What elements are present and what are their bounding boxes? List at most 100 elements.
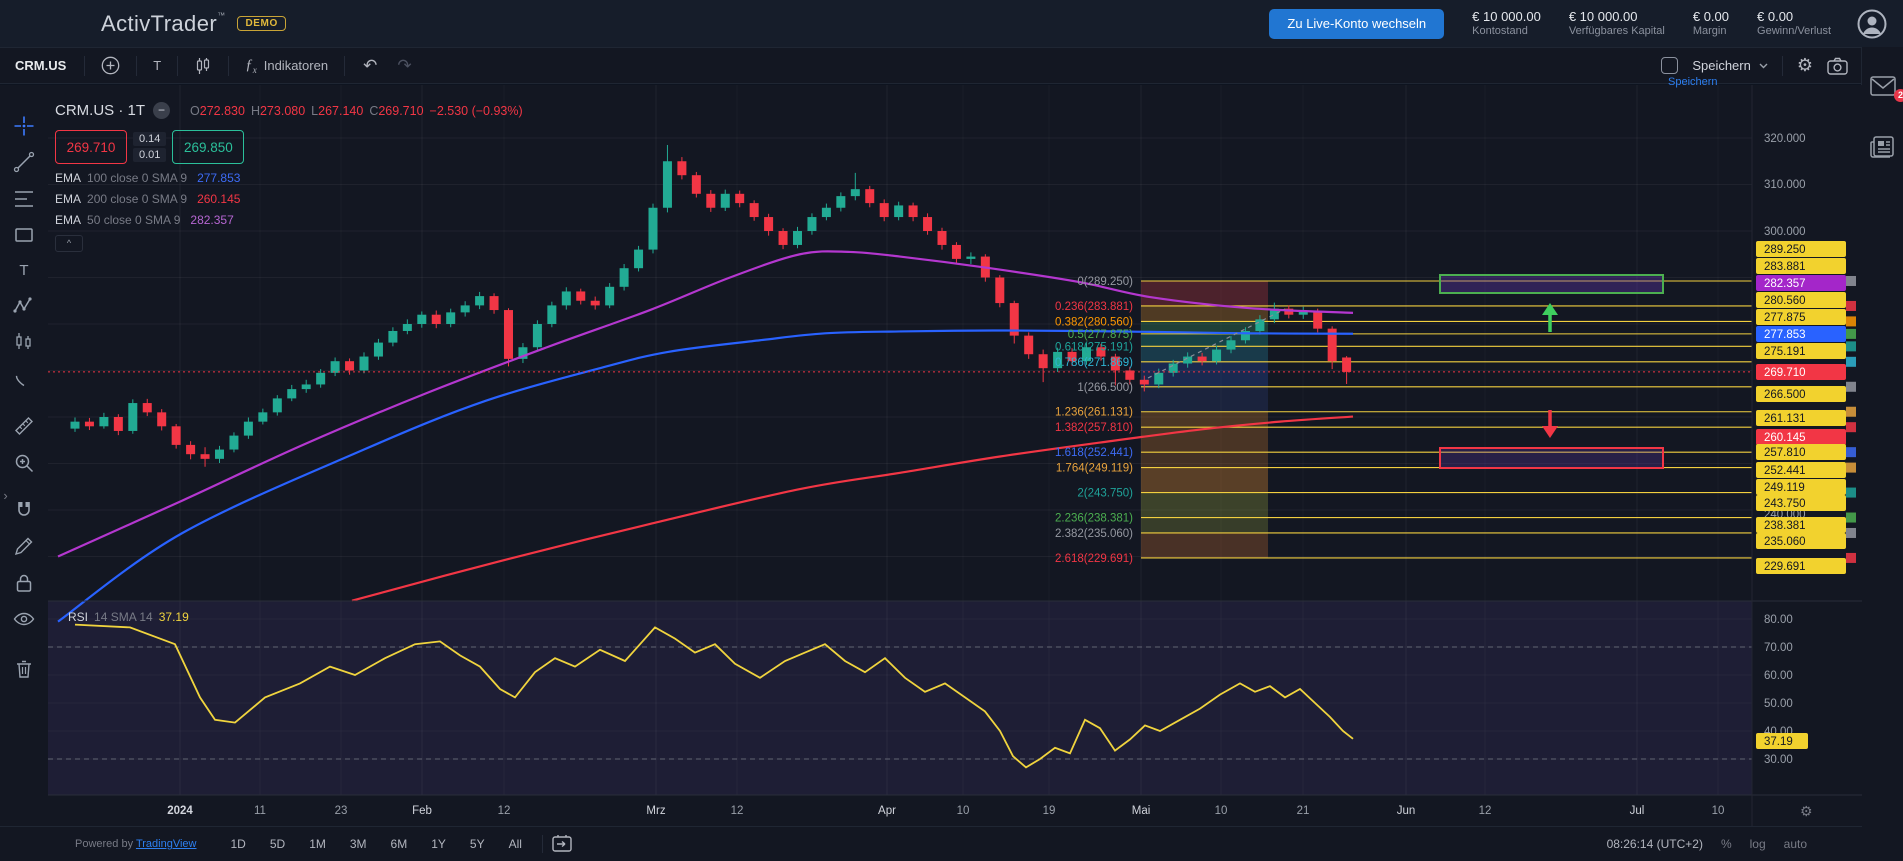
time-tick: 12 [1479,805,1492,817]
save-button[interactable]: Speichern [1692,58,1768,73]
settings-gear-icon[interactable]: ⚙ [1796,55,1813,75]
price-zone-box[interactable] [1439,274,1664,294]
time-tick: Mrz [646,805,665,817]
price-badge [1756,558,1846,574]
user-avatar-icon[interactable] [1857,9,1887,39]
ema-line[interactable] [57,329,1354,623]
clock[interactable]: 08:26:14 (UTC+2) [1606,837,1703,851]
tool-lock[interactable] [12,571,36,595]
sell-button[interactable]: 269.710 [55,130,127,164]
interval-button[interactable]: T [153,58,162,73]
fib-label: 0.5(277.875) [1068,329,1133,341]
range-all[interactable]: All [508,837,522,851]
indicator-row-ema100[interactable]: EMA 100 close 0 SMA 9 277.853 [55,171,241,185]
news-icon [1870,136,1894,158]
svg-text:60.00: 60.00 [1764,670,1793,682]
symbol-button[interactable]: CRM.US [15,58,67,73]
tool-zoom-in[interactable] [12,451,36,475]
tool-eye[interactable] [12,607,36,631]
price-badge [1756,258,1846,274]
price-badge [1756,309,1846,325]
ema-line[interactable] [351,415,1354,602]
price-badge [1756,410,1846,426]
chart-canvas[interactable]: 0(289.250)0.236(283.881)0.382(280.560)0.… [48,85,1862,826]
tool-forecast[interactable] [12,330,36,354]
undo-button[interactable]: ↶ [363,55,378,75]
tradingview-link[interactable]: TradingView [135,838,197,850]
save-checkbox[interactable] [1661,57,1679,74]
range-5y[interactable]: 5Y [469,837,485,851]
switch-to-live-button[interactable]: Zu Live-Konto wechseln [1269,8,1445,39]
range-6m[interactable]: 6M [390,837,408,851]
auto-scale-toggle[interactable]: auto [1783,837,1807,851]
panel-expander[interactable]: › [3,488,8,503]
indicators-button[interactable]: ƒx Indikatoren [245,56,329,75]
price-zone-box[interactable] [1439,447,1664,469]
price-badge [1756,444,1846,460]
go-to-date-icon[interactable] [551,835,573,853]
time-tick: 10 [1215,805,1228,817]
price-badge [1756,495,1846,511]
svg-text:37.19: 37.19 [1764,736,1793,748]
tool-rectangle[interactable] [12,223,36,247]
fib-label: 1.236(261.131) [1055,407,1133,419]
pattern-icon [13,297,32,313]
legend-collapse-button[interactable]: − [153,102,171,119]
percent-scale-toggle[interactable]: % [1720,837,1732,851]
fib-label: 1(266.500) [1077,382,1133,394]
indicator-row-ema50[interactable]: EMA 50 close 0 SMA 9 282.357 [55,213,234,227]
price-axis[interactable]: 320.000310.000300.000240.000289.250283.8… [1756,133,1846,766]
time-tick: 2024 [167,805,193,817]
compare-add-button[interactable] [85,56,136,75]
fib-label: 0.618(275.191) [1055,341,1133,353]
range-5d[interactable]: 5D [269,837,286,851]
ema-line[interactable] [57,250,1354,558]
indicator-row-ema200[interactable]: EMA 200 close 0 SMA 9 260.145 [55,192,241,206]
range-1y[interactable]: 1Y [431,837,446,851]
log-scale-toggle[interactable]: log [1749,837,1766,851]
rsi-pane[interactable] [48,601,1752,795]
svg-text:243.750: 243.750 [1764,498,1806,510]
camera-icon[interactable] [1827,57,1848,75]
tool-emoji[interactable] [12,366,36,390]
news-button[interactable] [1870,135,1896,161]
tool-trash[interactable] [12,657,36,681]
app-header: ActivTrader™ DEMO Zu Live-Konto wechseln… [0,0,1903,47]
rsi-indicator-row[interactable]: RSI 14 SMA 14 37.19 [68,610,189,624]
legend-symbol[interactable]: CRM.US · 1T [55,102,146,119]
range-1m[interactable]: 1M [309,837,326,851]
tool-magnet[interactable] [12,499,36,523]
tool-trend-line[interactable] [12,150,36,174]
chart-type-button[interactable] [178,57,228,75]
svg-text:249.119: 249.119 [1764,482,1805,494]
legend-minimize-button[interactable]: ^ [55,235,83,252]
axis-settings-gear-icon[interactable]: ⚙ [1800,803,1813,819]
tool-fib-lines[interactable] [12,187,36,211]
mail-button[interactable]: 2 [1870,75,1903,102]
time-tick: 12 [731,805,744,817]
rsi-line[interactable] [74,623,1354,769]
time-axis[interactable]: 2024 11 23 Feb 12 Mrz 12 Apr 10 19 Mai 10 21 Jun 12 Jul… [167,803,1812,819]
buy-button[interactable]: 269.850 [172,130,245,164]
tool-pattern[interactable] [12,294,36,318]
tool-ruler[interactable] [12,414,36,438]
fx-icon: ƒx [245,56,257,75]
tool-crosshair[interactable] [12,114,36,138]
rsi-badge [1756,733,1808,749]
redo-button[interactable]: ↷ [397,55,412,75]
fib-label: 2.618(229.691) [1055,553,1133,565]
mail-icon [1870,76,1896,96]
time-tick: 21 [1297,805,1310,817]
tool-pencil[interactable] [12,534,36,558]
zoom-in-icon [15,454,34,473]
price-badge [1756,533,1846,549]
trend-line-drawing[interactable] [1147,308,1286,379]
stat-margin: € 0.00 Margin [1692,8,1730,37]
trash-icon [17,660,31,678]
fib-label: 0.236(283.881) [1055,301,1133,313]
candlestick-series[interactable] [70,144,1352,467]
fib-label: 2(243.750) [1077,488,1133,500]
tool-text-tool[interactable]: T [12,258,36,282]
range-3m[interactable]: 3M [349,837,367,851]
range-1d[interactable]: 1D [230,837,246,851]
